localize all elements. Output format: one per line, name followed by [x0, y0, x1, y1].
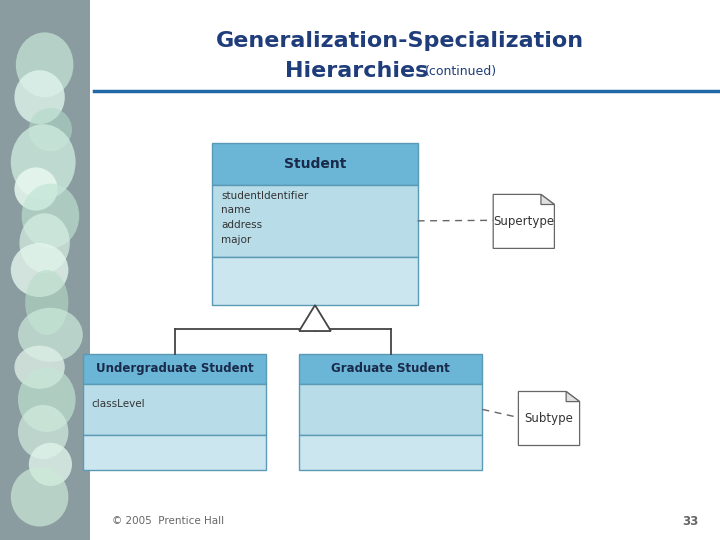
- Text: Graduate Student: Graduate Student: [331, 362, 450, 375]
- Bar: [299, 435, 482, 470]
- Ellipse shape: [11, 243, 68, 297]
- Polygon shape: [541, 194, 554, 205]
- Bar: [212, 185, 418, 256]
- Bar: [212, 143, 418, 185]
- Bar: [299, 354, 482, 384]
- Bar: [83, 435, 266, 470]
- Text: © 2005  Prentice Hall: © 2005 Prentice Hall: [112, 516, 224, 526]
- Text: name: name: [221, 205, 251, 215]
- Bar: [83, 354, 266, 384]
- Text: 33: 33: [682, 515, 698, 528]
- Text: studentIdentifier: studentIdentifier: [221, 191, 308, 201]
- Text: Student: Student: [284, 157, 346, 171]
- Bar: [299, 384, 482, 435]
- Polygon shape: [300, 305, 331, 331]
- Polygon shape: [518, 392, 580, 446]
- Ellipse shape: [11, 124, 76, 200]
- Bar: [83, 384, 266, 435]
- Ellipse shape: [25, 270, 68, 335]
- Ellipse shape: [14, 167, 58, 211]
- Ellipse shape: [14, 70, 65, 124]
- Ellipse shape: [18, 367, 76, 432]
- Text: Hierarchies: Hierarchies: [284, 61, 428, 82]
- Ellipse shape: [16, 32, 73, 97]
- Bar: [212, 256, 418, 305]
- Text: major: major: [221, 235, 251, 245]
- Ellipse shape: [29, 443, 72, 486]
- Polygon shape: [566, 392, 580, 402]
- Text: Supertype: Supertype: [493, 215, 554, 228]
- Text: Undergraduate Student: Undergraduate Student: [96, 362, 253, 375]
- Ellipse shape: [19, 213, 70, 273]
- Ellipse shape: [14, 346, 65, 389]
- Text: Generalization-Specialization: Generalization-Specialization: [215, 31, 584, 51]
- Text: address: address: [221, 220, 262, 231]
- Bar: [0, 0, 90, 540]
- Ellipse shape: [29, 108, 72, 151]
- Ellipse shape: [22, 184, 79, 248]
- Ellipse shape: [11, 467, 68, 526]
- Ellipse shape: [18, 405, 68, 459]
- Text: (continued): (continued): [425, 65, 497, 78]
- Text: Subtype: Subtype: [525, 412, 573, 425]
- Polygon shape: [493, 194, 554, 248]
- Ellipse shape: [18, 308, 83, 362]
- Text: classLevel: classLevel: [91, 399, 145, 409]
